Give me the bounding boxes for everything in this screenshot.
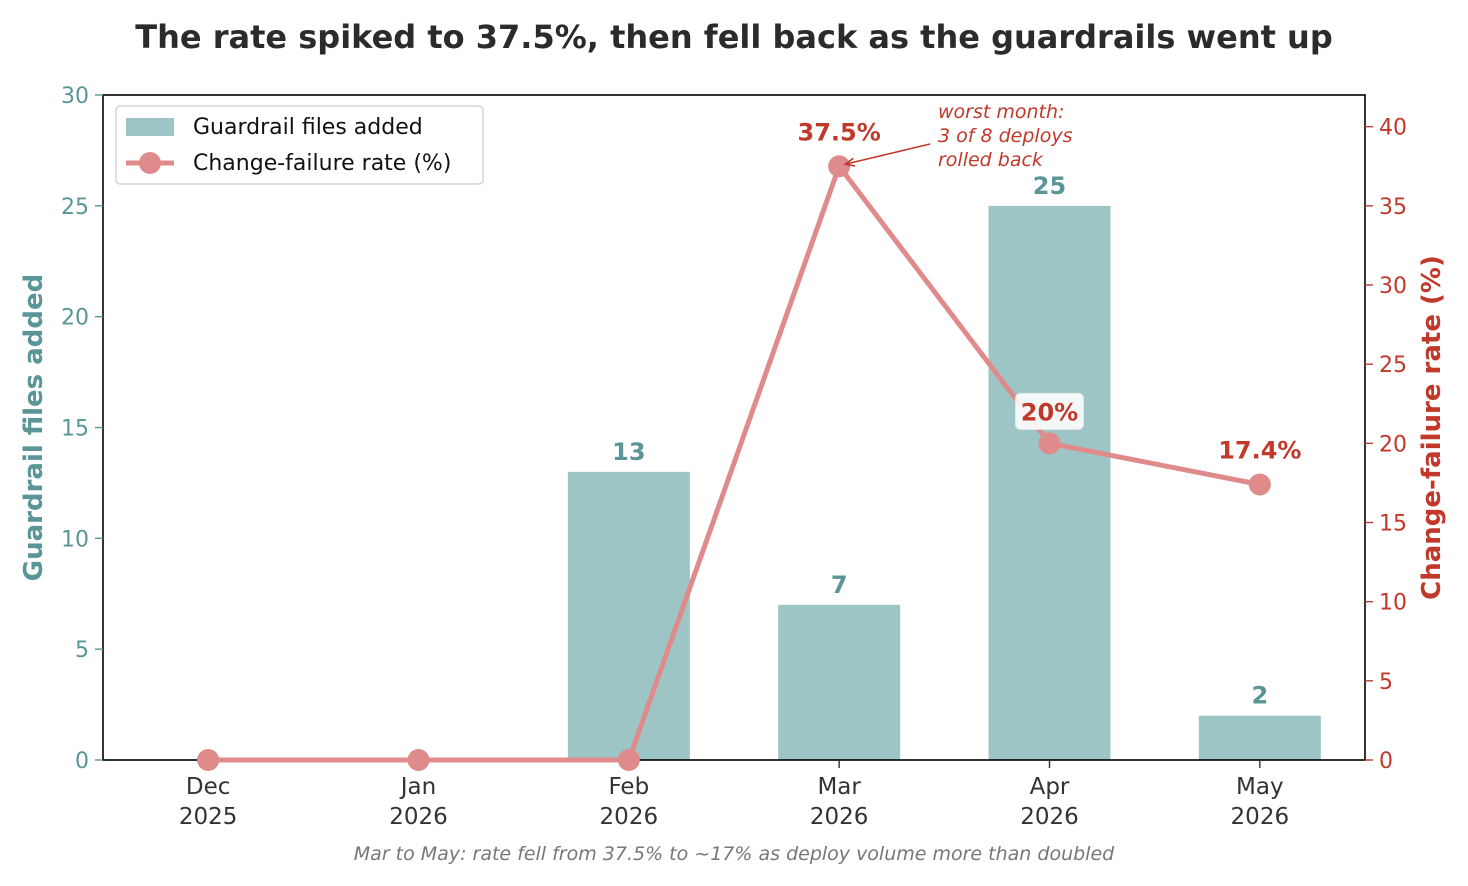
annotation-arrow [844, 143, 931, 166]
x-tick-year: 2026 [810, 804, 869, 830]
x-tick-month: Mar [817, 774, 861, 800]
legend-line-marker [139, 152, 161, 174]
right-tick-label: 0 [1379, 749, 1393, 774]
right-tick-label: 15 [1379, 512, 1407, 537]
x-tick-month: Dec [186, 774, 231, 800]
annotation-text: worst month: [938, 101, 1064, 123]
x-tick-year: 2026 [1020, 804, 1079, 830]
bar-value-label: 13 [612, 438, 645, 466]
legend-bar-swatch [126, 118, 174, 136]
left-tick-label: 15 [61, 417, 89, 442]
x-tick-year: 2026 [1231, 804, 1290, 830]
left-tick-label: 5 [75, 638, 89, 663]
x-tick-month: Apr [1030, 774, 1070, 800]
line-layer [197, 155, 1271, 771]
annotation-text: 3 of 8 deploys [938, 125, 1073, 147]
rate-label-box [1015, 392, 1084, 430]
rate-point-mar [828, 155, 851, 178]
x-tick-year: 2025 [179, 804, 238, 830]
right-tick-label: 40 [1379, 116, 1407, 141]
rate-value-label: 37.5% [798, 118, 881, 146]
bar-apr [988, 205, 1111, 761]
plot-frame [102, 94, 1366, 761]
legend-box [115, 105, 484, 185]
left-tick-label: 25 [61, 195, 89, 220]
bar-value-label: 2 [1251, 682, 1268, 710]
annotation-text: rolled back [938, 149, 1044, 171]
right-tick-label: 20 [1379, 432, 1407, 457]
x-tick-month: Jan [399, 774, 436, 800]
rate-point-dec [197, 749, 220, 771]
right-tick-label: 30 [1379, 274, 1407, 299]
chart-title: The rate spiked to 37.5%, then fell back… [135, 18, 1332, 56]
rate-point-may [1248, 473, 1271, 496]
rate-value-label: 17.4% [1218, 437, 1301, 465]
left-tick-label: 0 [75, 749, 89, 774]
rate-line [205, 163, 1263, 763]
x-tick-year: 2026 [600, 804, 659, 830]
left-tick-label: 10 [61, 527, 89, 552]
chart-caption: Mar to May: rate fell from 37.5% to ~17%… [354, 843, 1115, 865]
right-tick-label: 5 [1379, 670, 1393, 695]
bar-mar [778, 604, 901, 760]
y-axis-right-title: Change-failure rate (%) [1417, 255, 1447, 600]
x-tick-month: Feb [608, 774, 649, 800]
rate-value-label: 20% [1021, 398, 1078, 426]
annotation-arrowhead [843, 157, 856, 167]
bar-value-label: 25 [1033, 172, 1066, 200]
axes-layer: 0510152025300510152025303540Dec2025Jan20… [19, 84, 1447, 830]
right-tick-label: 25 [1379, 353, 1407, 378]
legend: Guardrail files added Change-failure rate… [115, 105, 484, 185]
bars-layer [567, 205, 1321, 761]
labels-layer: 13 7 25 2 37.5% 20% 17.4% worst month:3 of 8 de… [612, 101, 1301, 710]
bar-value-label: 7 [831, 571, 848, 599]
left-tick-label: 20 [61, 306, 89, 331]
rate-point-feb [617, 749, 640, 771]
rate-point-apr [1038, 432, 1061, 455]
legend-line-label: Change-failure rate (%) [193, 151, 451, 176]
right-tick-label: 10 [1379, 591, 1407, 616]
bar-may [1198, 715, 1321, 760]
legend-bar-label: Guardrail files added [193, 115, 423, 140]
bar-feb [567, 471, 690, 760]
x-tick-year: 2026 [389, 804, 448, 830]
rate-point-jan [407, 749, 430, 771]
right-tick-label: 35 [1379, 195, 1407, 220]
x-tick-month: May [1236, 774, 1284, 800]
left-tick-label: 30 [61, 84, 89, 109]
y-axis-left-title: Guardrail files added [19, 274, 49, 581]
